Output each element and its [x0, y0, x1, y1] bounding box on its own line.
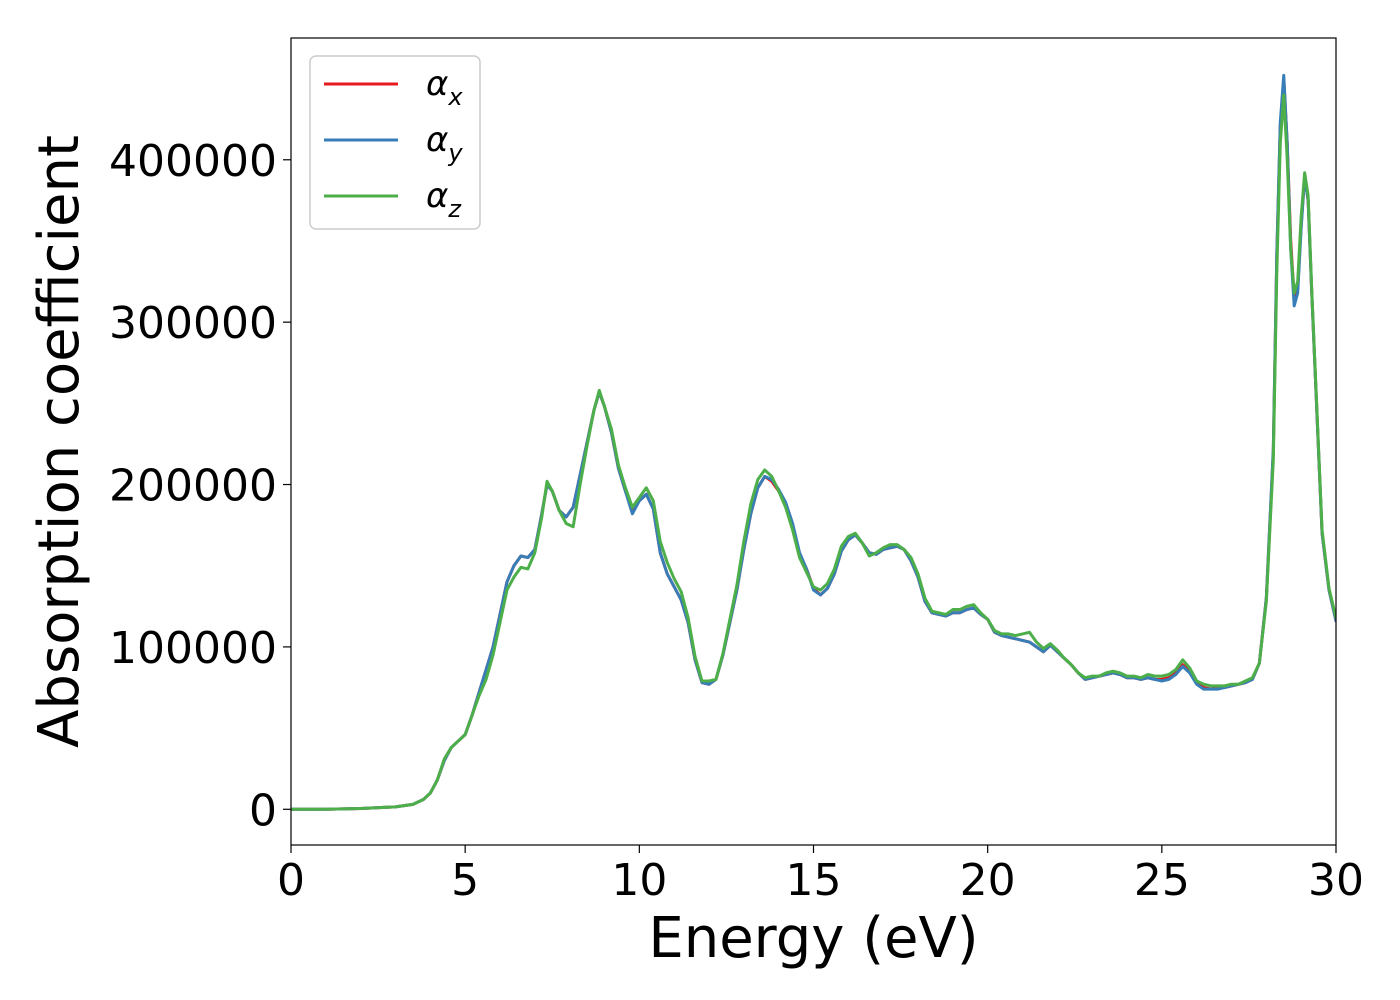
- y-tick-label: 100000: [109, 623, 277, 674]
- y-tick-label: 300000: [109, 298, 277, 349]
- legend-label-z: αz: [426, 176, 462, 223]
- legend-label-base: α: [426, 120, 448, 160]
- x-tick-label: 25: [1134, 855, 1190, 906]
- legend-label-x: αx: [426, 64, 463, 111]
- x-tick-label: 10: [611, 855, 667, 906]
- legend-label-subscript: y: [447, 139, 463, 167]
- x-tick-label: 15: [786, 855, 842, 906]
- x-axis-label: Energy (eV): [648, 906, 978, 971]
- series-line-z: [291, 93, 1336, 811]
- y-axis-ticks: 0 100000 200000 300000 400000: [109, 136, 291, 836]
- legend-label-base: α: [426, 64, 448, 104]
- y-tick-label: 400000: [109, 136, 277, 187]
- legend-label-subscript: z: [447, 195, 462, 223]
- legend-label-subscript: x: [447, 83, 463, 111]
- x-tick-label: 0: [277, 855, 305, 906]
- series-layer: [291, 73, 1336, 811]
- x-tick-label: 20: [960, 855, 1016, 906]
- y-axis-label: Absorption coefficient: [27, 135, 92, 748]
- x-tick-label: 30: [1308, 855, 1364, 906]
- y-tick-label: 200000: [109, 461, 277, 512]
- legend-label-y: αy: [426, 120, 463, 167]
- x-tick-label: 5: [451, 855, 479, 906]
- legend-label-base: α: [426, 176, 448, 216]
- legend-box: [309, 55, 481, 230]
- y-tick-label: 0: [249, 785, 277, 836]
- x-axis-ticks: 0 5 10 15 20 25 30: [277, 845, 1364, 906]
